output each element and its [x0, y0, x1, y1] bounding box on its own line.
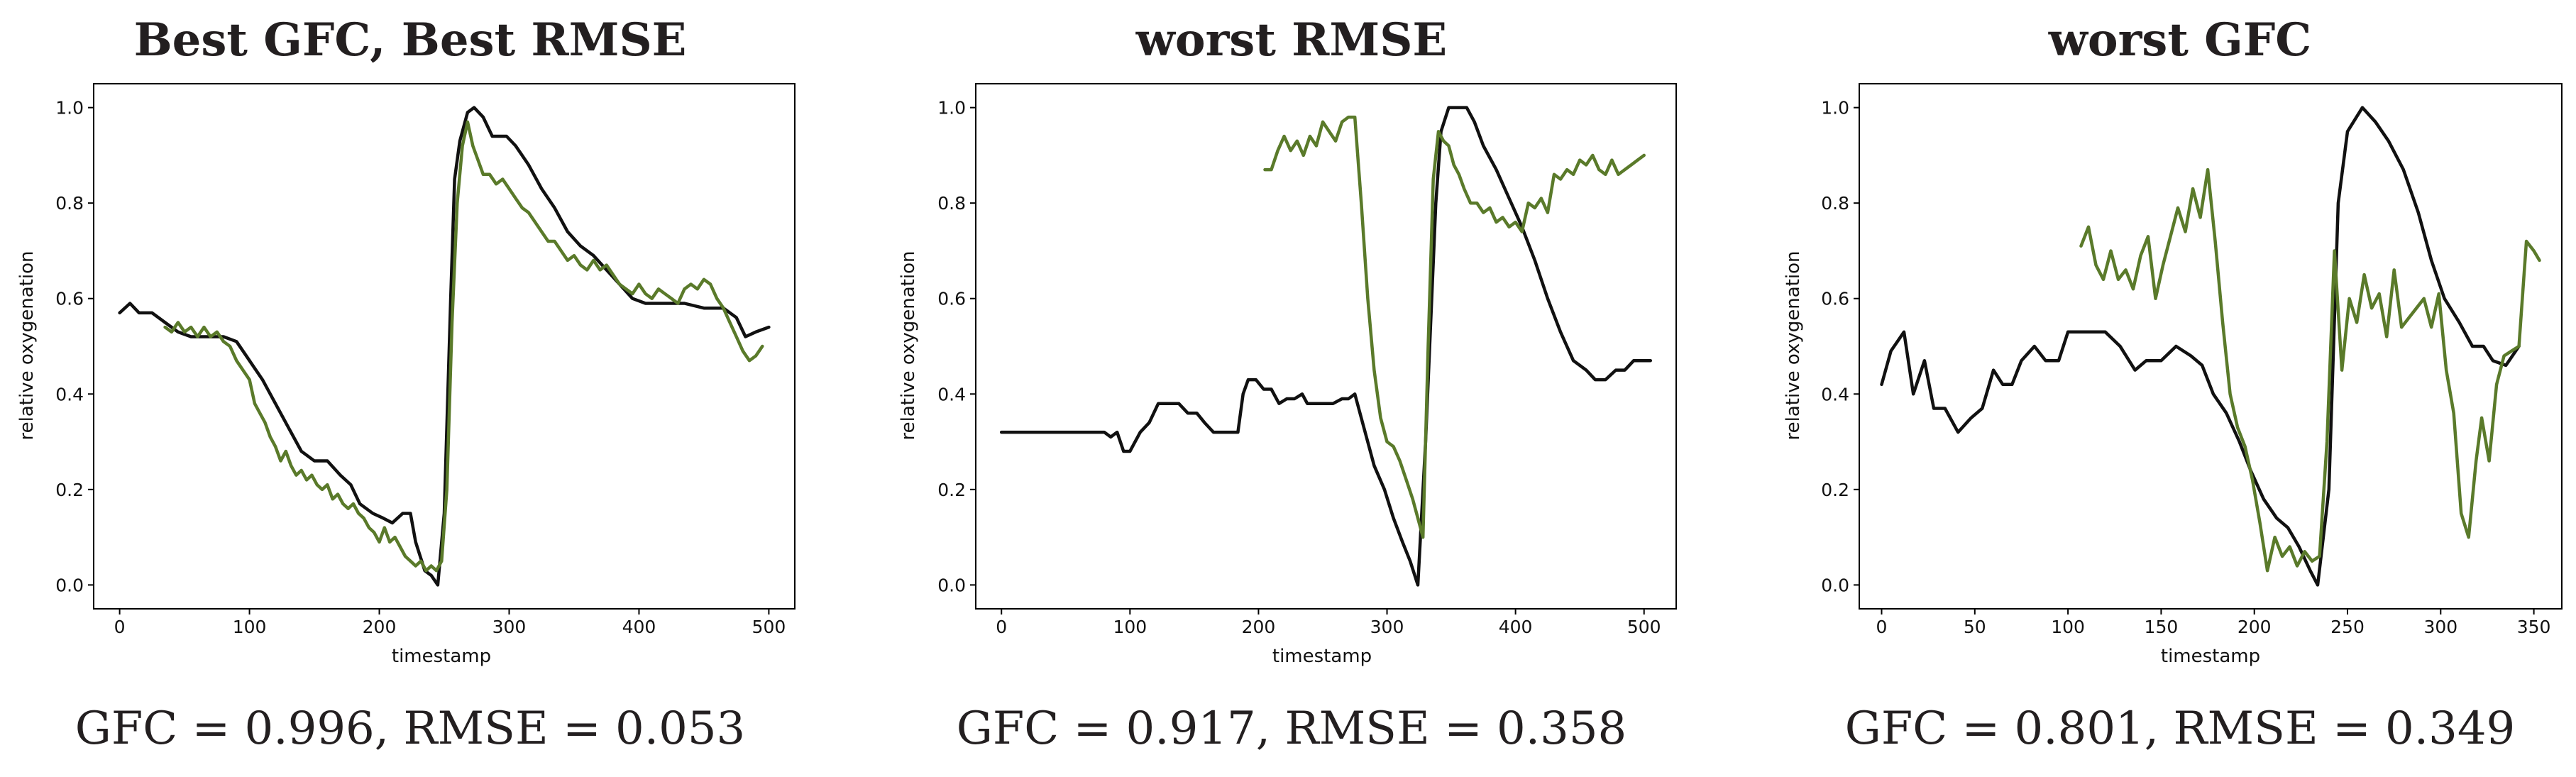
x-tick-label: 50	[1964, 617, 1986, 637]
x-tick-label: 100	[1113, 617, 1147, 637]
series-line-1	[1880, 106, 2521, 587]
panel-2-metrics: GFC = 0.917, RMSE = 0.358	[957, 702, 1627, 755]
plot-frame	[975, 83, 1677, 610]
y-tick-label: 0.8	[937, 193, 966, 214]
y-tick-label: 0.4	[1821, 384, 1849, 404]
x-tick-label: 150	[2145, 617, 2179, 637]
x-tick-label: 0	[1876, 617, 1888, 637]
x-tick-label: 200	[363, 617, 397, 637]
y-tick-label: 1.0	[55, 98, 84, 119]
panel-1-metrics: GFC = 0.996, RMSE = 0.053	[75, 702, 746, 755]
panel-3: worst GFC GFC = 0.801, RMSE = 0.349 time…	[1783, 13, 2563, 755]
x-tick-label: 100	[233, 617, 267, 637]
y-tick-label: 0.0	[1821, 575, 1849, 595]
x-tick-label: 250	[2330, 617, 2365, 637]
x-tick-label: 300	[492, 617, 527, 637]
panel-1-title: Best GFC, Best RMSE	[134, 13, 687, 67]
panel-3-ylabel: relative oxygenation	[1783, 251, 1804, 441]
panel-1: Best GFC, Best RMSE GFC = 0.996, RMSE = …	[16, 13, 796, 755]
series-line-2	[1263, 115, 1646, 539]
x-tick-label: 350	[2517, 617, 2551, 637]
x-tick-label: 0	[114, 617, 126, 637]
plot-frame	[93, 83, 796, 610]
y-tick-label: 0.8	[55, 193, 84, 214]
series-line-1	[118, 106, 771, 587]
panel-1-plot: 0 100 200 300 400 500 0.0 0.2 0.4 0.6 0.8 1.0	[55, 83, 796, 637]
y-tick-label: 0.2	[55, 480, 84, 500]
y-tick-label: 0.8	[1821, 193, 1849, 214]
panel-2: worst RMSE GFC = 0.917, RMSE = 0.358 tim…	[898, 13, 1677, 755]
series-line-2	[2079, 167, 2541, 573]
panel-3-xlabel: timestamp	[2161, 646, 2260, 667]
y-tick-label: 1.0	[1821, 98, 1849, 119]
x-tick-label: 100	[2051, 617, 2085, 637]
panel-3-title: worst GFC	[2048, 13, 2311, 67]
panel-3-plot: 0 50 100 150 200 250 300 350 0.0 0.2 0.4 0.6 0.8 1.0	[1821, 83, 2563, 637]
y-tick-label: 0.6	[937, 289, 966, 309]
x-tick-label: 400	[1499, 617, 1533, 637]
panel-2-plot: 0 100 200 300 400 500 0.0 0.2 0.4 0.6 0.8 1.0	[937, 83, 1677, 637]
panel-2-ylabel: relative oxygenation	[898, 251, 919, 441]
x-tick-label: 200	[1242, 617, 1276, 637]
x-tick-label: 300	[1370, 617, 1404, 637]
x-tick-label: 400	[622, 617, 656, 637]
panel-1-ylabel: relative oxygenation	[16, 251, 38, 441]
y-tick-label: 0.4	[937, 384, 966, 404]
y-tick-label: 0.0	[55, 575, 84, 595]
y-tick-label: 1.0	[937, 98, 966, 119]
y-tick-label: 0.2	[937, 480, 966, 500]
x-tick-label: 0	[996, 617, 1007, 637]
panel-2-xlabel: timestamp	[1272, 646, 1372, 667]
y-tick-label: 0.4	[55, 384, 84, 404]
x-tick-label: 500	[1627, 617, 1661, 637]
y-tick-label: 0.2	[1821, 480, 1849, 500]
x-tick-label: 500	[752, 617, 786, 637]
series-line-1	[999, 106, 1653, 587]
plot-frame	[1859, 83, 2563, 610]
panel-3-metrics: GFC = 0.801, RMSE = 0.349	[1845, 702, 2516, 755]
series-line-2	[163, 120, 764, 573]
x-tick-label: 200	[2238, 617, 2272, 637]
y-tick-label: 0.6	[55, 289, 84, 309]
panel-1-xlabel: timestamp	[392, 646, 491, 667]
x-tick-label: 300	[2423, 617, 2457, 637]
y-tick-label: 0.0	[937, 575, 966, 595]
panel-2-title: worst RMSE	[1135, 13, 1447, 67]
y-tick-label: 0.6	[1821, 289, 1849, 309]
